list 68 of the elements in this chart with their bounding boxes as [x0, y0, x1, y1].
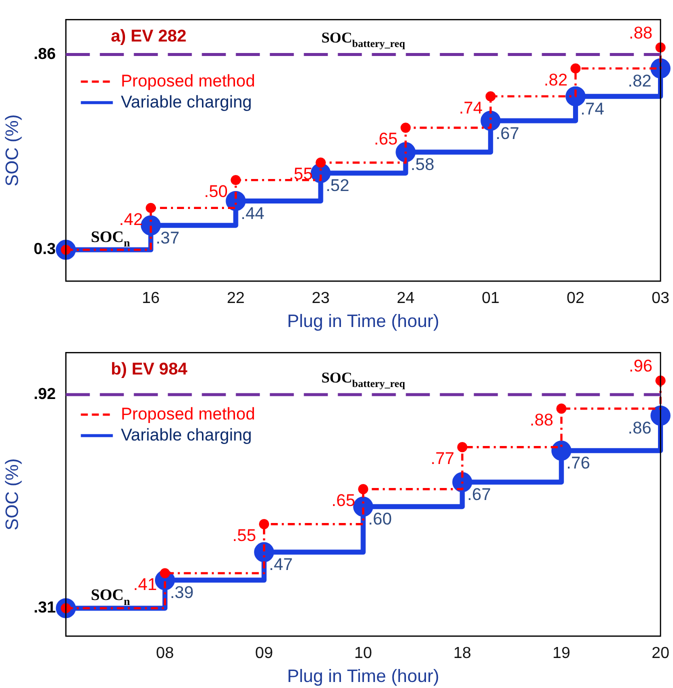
- data-label: .55: [289, 164, 313, 184]
- data-label: .88: [628, 24, 652, 43]
- data-label: .47: [269, 555, 293, 574]
- data-label: .52: [326, 176, 350, 196]
- data-label: .65: [332, 491, 356, 510]
- point: [457, 442, 468, 452]
- point: [570, 63, 581, 74]
- x-tick-label: 02: [566, 290, 585, 308]
- point: [146, 202, 156, 214]
- data-label: .74: [458, 98, 483, 118]
- legend-label: Proposed method: [120, 71, 256, 90]
- point: [650, 406, 670, 426]
- x-tick-label: 23: [312, 290, 330, 308]
- data-label: .58: [410, 155, 434, 174]
- data-label: .55: [232, 526, 256, 546]
- y-axis-title: SOC (%): [2, 458, 22, 530]
- x-tick-label: 22: [226, 290, 245, 308]
- point: [258, 519, 270, 530]
- text: b) EV 984: [110, 360, 188, 379]
- x-tick-label: 08: [156, 645, 174, 662]
- point: [230, 174, 241, 186]
- x-tick-label: 03: [652, 290, 670, 308]
- data-label: .82: [544, 70, 568, 90]
- x-tick-label: 24: [396, 290, 415, 308]
- x-tick-label: 16: [142, 290, 160, 308]
- point: [358, 484, 368, 494]
- data-label: .41: [133, 575, 157, 594]
- legend-label: Variable charging: [120, 92, 252, 112]
- y-tick-label: .31: [34, 600, 56, 617]
- data-label: .50: [204, 182, 228, 202]
- x-tick-label: 20: [652, 645, 670, 662]
- point: [400, 122, 411, 133]
- x-tick-label: 19: [552, 645, 570, 662]
- x-tick-label: 09: [255, 645, 274, 662]
- text: a) EV 282: [110, 26, 186, 46]
- y-tick-label: .86: [34, 46, 56, 63]
- point: [556, 404, 566, 414]
- data-label: .44: [240, 204, 264, 223]
- data-label: .42: [119, 210, 143, 229]
- legend-label: Variable charging: [120, 425, 252, 444]
- x-tick-label: 10: [354, 645, 372, 662]
- point: [486, 91, 496, 102]
- x-axis-title: Plug in Time (hour): [287, 666, 440, 686]
- data-label: .74: [580, 99, 604, 118]
- data-label: .39: [170, 583, 194, 602]
- data-label: .60: [368, 510, 392, 529]
- legend-label: Proposed method: [120, 404, 256, 424]
- data-label: .37: [156, 228, 180, 248]
- x-axis-title: Plug in Time (hour): [287, 311, 440, 332]
- data-label: .67: [467, 485, 491, 504]
- data-label: .76: [566, 454, 590, 473]
- data-label: .77: [430, 449, 454, 468]
- data-label: .65: [374, 130, 398, 149]
- x-tick-label: 01: [482, 290, 500, 308]
- x-tick-label: 18: [453, 645, 472, 662]
- data-label: .67: [496, 124, 520, 143]
- data-label: .88: [530, 410, 554, 430]
- y-tick-label: 0.3: [34, 241, 56, 258]
- point: [160, 568, 170, 578]
- point: [316, 158, 326, 168]
- data-label: .82: [628, 71, 652, 90]
- point: [650, 58, 670, 78]
- point: [655, 376, 666, 386]
- data-label: .86: [628, 418, 652, 438]
- data-label: .96: [628, 356, 652, 376]
- point: [655, 42, 666, 53]
- y-tick-label: .92: [34, 386, 56, 404]
- y-axis-title: SOC (%): [2, 114, 22, 186]
